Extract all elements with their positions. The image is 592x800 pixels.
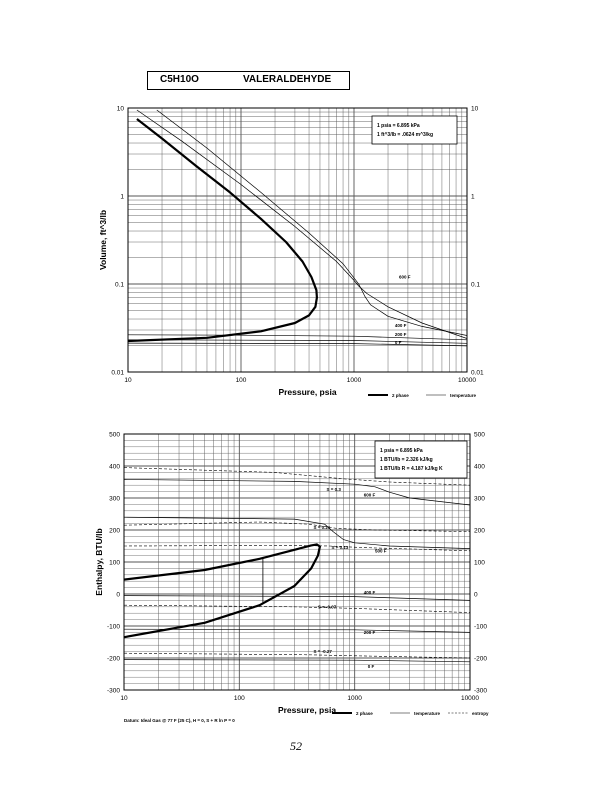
y-tick-label: 100 xyxy=(109,559,120,566)
x-tick-label: 1000 xyxy=(347,695,362,702)
title-box: C5H10O VALERALDEHYDE xyxy=(147,71,350,90)
y-tick-label-right: -200 xyxy=(474,655,487,662)
entropy-line-s-0-21 xyxy=(124,521,470,532)
entropy-label: S = 0.21 xyxy=(314,525,331,530)
entropy-label: S = 0.3 xyxy=(327,487,342,492)
legend-label-entropy: entropy xyxy=(472,711,489,716)
conversion-text: 1 psia = 6.895 kPa xyxy=(380,448,423,454)
y-tick-label-right: 300 xyxy=(474,495,485,502)
isotherm-0-f xyxy=(124,659,470,663)
conversion-box xyxy=(374,440,468,479)
entropy-label: S = -0.07 xyxy=(318,604,337,609)
isotherm-label: 0 F xyxy=(368,664,375,669)
plot-frame xyxy=(123,433,471,691)
isotherm-label: 500 F xyxy=(375,548,387,553)
plot-area: S = 0.3 S = 0.21 S = 0.13 S = -0.07 S = -0.2… xyxy=(124,467,470,669)
y-tick-label-right: 0.01 xyxy=(471,369,484,376)
volume-group: 10 100 1000 100000.010.11100.010.1110Pressu… xyxy=(98,105,484,398)
x-tick-label: 100 xyxy=(236,377,247,384)
y-tick-label-right: -100 xyxy=(474,623,487,630)
conversion-text: 1 BTU/lb = 2.326 kJ/kg xyxy=(380,457,433,463)
datum-note: Datum: Ideal Gas @ 77 F (25 C), H = 0, S… xyxy=(124,718,235,723)
isotherm-label: 400 F xyxy=(364,590,376,595)
y-tick-label-right: 0.1 xyxy=(471,281,480,288)
y-tick-label-right: 1 xyxy=(471,193,475,200)
two-phase-dome xyxy=(124,543,321,639)
isotherm-200-f xyxy=(124,628,470,633)
y-tick-label-right: 0 xyxy=(474,591,478,598)
entropy-label: S = 0.13 xyxy=(332,545,349,550)
entropy-line-s-0-07 xyxy=(124,604,470,613)
conversion-text: 1 ft^3/lb = .0624 m^3/kg xyxy=(377,132,433,138)
x-axis-label: Pressure, psia xyxy=(278,705,336,715)
isotherm-400-f xyxy=(124,595,470,601)
isotherm-600-f xyxy=(124,479,470,506)
x-axis-label: Pressure, psia xyxy=(278,387,336,397)
conversion-box xyxy=(371,115,458,145)
plot-frame xyxy=(127,107,468,373)
isotherm-label: 600 F xyxy=(364,492,376,497)
isotherm-600-f xyxy=(136,109,467,339)
x-tick-label: 1000 xyxy=(347,377,362,384)
legend-label-2-phase: 2 phase xyxy=(356,711,373,716)
y-tick-label: 10 xyxy=(117,105,125,112)
plot-area: 600 F 400 F 200 F 0 F xyxy=(128,109,467,347)
isotherm-0-f xyxy=(128,342,467,347)
x-tick-label: 10 xyxy=(124,377,132,384)
isotherm-500-f xyxy=(124,516,470,549)
conversion-text: 1 psia = 6.895 kPa xyxy=(377,123,420,129)
x-tick-label: 100 xyxy=(234,695,245,702)
y-tick-label: 0 xyxy=(116,591,120,598)
entropy-line-s-0-27 xyxy=(124,652,470,659)
y-tick-label: 400 xyxy=(109,463,120,470)
y-tick-label: 300 xyxy=(109,495,120,502)
isotherm-400-f xyxy=(128,334,467,341)
isotherm-label: 200 F xyxy=(364,630,376,635)
legend-label-2-phase: 2 phase xyxy=(392,393,409,398)
enthalpy-group: 10 100 1000 10000-300-200-10001002003004005… xyxy=(94,431,489,716)
y-tick-label: 200 xyxy=(109,527,120,534)
two-phase-dome xyxy=(128,118,318,343)
isotherm-500-f xyxy=(156,109,467,336)
y-tick-label: -100 xyxy=(107,623,120,630)
entropy-line-s-0-13 xyxy=(124,545,470,552)
y-tick-label: 500 xyxy=(109,431,120,438)
isotherm-label: 0 F xyxy=(395,340,402,345)
y-tick-label: 0.01 xyxy=(111,369,124,376)
entropy-label: S = -0.27 xyxy=(314,649,333,654)
isotherm-label: 200 F xyxy=(395,332,407,337)
x-tick-label: 10000 xyxy=(461,695,479,702)
conversion-text: 1 BTU/lb R = 4.187 kJ/kg K xyxy=(380,466,443,472)
y-axis-label: Volume, ft^3/lb xyxy=(98,210,108,270)
legend-label-temperature: temperature xyxy=(450,393,477,398)
y-tick-label-right: 500 xyxy=(474,431,485,438)
y-tick-label: -300 xyxy=(107,687,120,694)
y-tick-label-right: 100 xyxy=(474,559,485,566)
x-tick-label: 10 xyxy=(120,695,128,702)
y-tick-label-right: 200 xyxy=(474,527,485,534)
x-tick-label: 10000 xyxy=(458,377,476,384)
y-tick-label-right: 10 xyxy=(471,105,479,112)
chemical-formula: C5H10O xyxy=(160,74,199,85)
y-tick-label: 1 xyxy=(120,193,124,200)
chemical-name: VALERALDEHYDE xyxy=(243,74,332,85)
y-tick-label: -200 xyxy=(107,655,120,662)
isotherm-label: 400 F xyxy=(395,323,407,328)
y-tick-label-right: -300 xyxy=(474,687,487,694)
isotherm-label: 600 F xyxy=(399,275,411,280)
y-tick-label: 0.1 xyxy=(115,281,124,288)
legend-label-temperature: temperature xyxy=(414,711,441,716)
y-tick-label-right: 400 xyxy=(474,463,485,470)
y-axis-label: Enthalpy, BTU/lb xyxy=(94,528,104,595)
page-number: 52 xyxy=(290,739,302,753)
entropy-line-s-0-3 xyxy=(124,467,470,486)
isotherm-200-f xyxy=(128,339,467,344)
